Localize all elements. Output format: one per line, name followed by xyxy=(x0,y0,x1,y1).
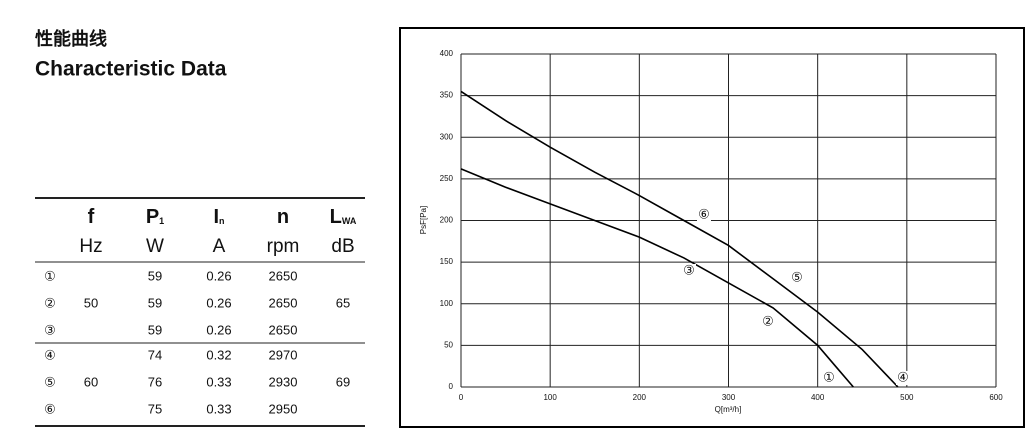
column-symbol: LWA xyxy=(330,206,357,228)
annotation-bg xyxy=(790,271,804,285)
cell: 75 xyxy=(148,401,162,416)
title: Characteristic Data xyxy=(35,58,227,81)
annotation-bg xyxy=(697,208,711,222)
cell-lwa: 65 xyxy=(336,295,350,310)
row-marker: ④ xyxy=(44,347,56,362)
x-tick-label: 300 xyxy=(722,393,736,402)
cell: 74 xyxy=(148,347,162,362)
y-tick-label: 400 xyxy=(440,49,454,58)
column-unit: Hz xyxy=(79,236,102,257)
cell: 0.26 xyxy=(206,295,231,310)
annotation-bg xyxy=(896,371,910,385)
symbol: I xyxy=(213,206,219,228)
x-tick-label: 200 xyxy=(633,393,647,402)
row-marker: ⑤ xyxy=(44,374,56,389)
cell: 0.26 xyxy=(206,322,231,337)
cell: 2650 xyxy=(269,322,298,337)
cell: 0.26 xyxy=(206,268,231,283)
symbol: n xyxy=(277,206,289,228)
annotation: ② xyxy=(762,313,774,328)
y-tick-label: 250 xyxy=(440,174,454,183)
y-tick-label: 150 xyxy=(440,257,454,266)
column-unit: W xyxy=(146,236,164,257)
column-symbol: In xyxy=(213,206,224,228)
annotation: ⑤ xyxy=(791,269,803,284)
row-marker: ① xyxy=(44,268,56,283)
symbol: f xyxy=(88,206,95,228)
x-tick-label: 500 xyxy=(900,393,914,402)
cell-lwa: 69 xyxy=(336,374,350,389)
curve xyxy=(460,90,899,388)
symbol-sub: 1 xyxy=(159,216,164,226)
y-tick-label: 100 xyxy=(440,299,454,308)
curve xyxy=(460,168,854,388)
symbol-sub: n xyxy=(219,216,225,226)
cell: 59 xyxy=(148,295,162,310)
column-symbol: n xyxy=(277,206,289,228)
cell: 2970 xyxy=(269,347,298,362)
annotation: ① xyxy=(823,369,835,384)
column-symbol: f xyxy=(88,206,95,228)
y-tick-label: 50 xyxy=(444,340,453,349)
annotation-bg xyxy=(761,315,775,329)
y-tick-label: 0 xyxy=(449,382,454,391)
y-tick-label: 200 xyxy=(440,216,454,225)
x-tick-label: 0 xyxy=(459,393,464,402)
chart-frame xyxy=(399,27,1025,428)
cell: 76 xyxy=(148,374,162,389)
column-unit: A xyxy=(213,236,226,257)
cell: 59 xyxy=(148,268,162,283)
x-tick-label: 100 xyxy=(543,393,557,402)
symbol: L xyxy=(330,206,342,228)
x-tick-label: 400 xyxy=(811,393,825,402)
y-tick-label: 350 xyxy=(440,91,454,100)
x-axis-label: Q[m³/h] xyxy=(715,405,742,414)
row-marker: ⑥ xyxy=(44,401,56,416)
cell-f: 60 xyxy=(84,374,98,389)
y-tick-label: 300 xyxy=(440,132,454,141)
cell: 59 xyxy=(148,322,162,337)
annotation-bg xyxy=(682,264,696,278)
y-axis-label: PsF[Pa] xyxy=(419,206,428,234)
row-marker: ③ xyxy=(44,322,56,337)
annotation: ⑥ xyxy=(698,206,710,221)
column-unit: rpm xyxy=(267,236,300,257)
column-unit: dB xyxy=(331,236,354,257)
cell-f: 50 xyxy=(84,295,98,310)
cell: 0.33 xyxy=(206,374,231,389)
symbol-sub: WA xyxy=(342,216,357,226)
column-symbol: P1 xyxy=(146,206,164,228)
symbol: P xyxy=(146,206,159,228)
title-cn: 性能曲线 xyxy=(35,28,107,49)
annotation-bg xyxy=(822,371,836,385)
cell: 0.32 xyxy=(206,347,231,362)
row-marker: ② xyxy=(44,295,56,310)
cell: 2930 xyxy=(269,374,298,389)
cell: 2650 xyxy=(269,268,298,283)
cell: 2650 xyxy=(269,295,298,310)
x-tick-label: 600 xyxy=(989,393,1003,402)
annotation: ③ xyxy=(683,262,695,277)
cell: 0.33 xyxy=(206,401,231,416)
annotation: ④ xyxy=(897,369,909,384)
cell: 2950 xyxy=(269,401,298,416)
